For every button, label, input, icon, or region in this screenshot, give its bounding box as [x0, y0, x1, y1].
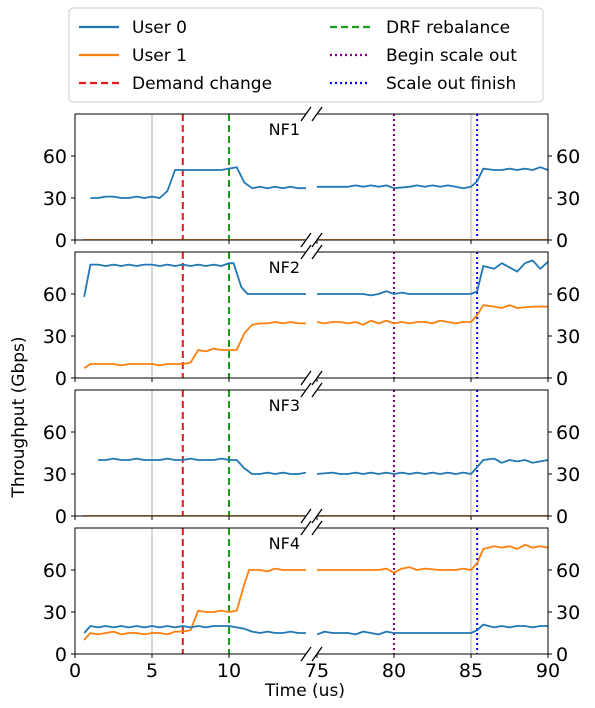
axis-break-mark	[300, 508, 312, 524]
series-user-1	[317, 304, 548, 326]
series-user-0	[83, 625, 306, 634]
axes-frame	[74, 113, 306, 241]
axis-break-mark	[311, 382, 323, 398]
x-axis-label: Time (us)	[264, 681, 345, 701]
x-tick-label: 80	[382, 660, 406, 682]
y-tick-label: 0	[55, 368, 67, 390]
x-tick-label: 0	[69, 660, 81, 682]
y-tick-label: 30	[43, 602, 67, 624]
legend-label: Scale out finish	[386, 74, 516, 94]
series-user-0	[90, 166, 306, 199]
axis-break-mark	[300, 520, 312, 536]
axes-frame	[317, 389, 549, 517]
axis-break-mark	[300, 646, 312, 662]
x-tick-label: 5	[146, 660, 158, 682]
y-tick-label: 60	[43, 284, 67, 306]
y-tick-label: 60	[556, 560, 580, 582]
y-tick-label: 0	[55, 230, 67, 252]
y-tick-label: 0	[556, 230, 568, 252]
y-tick-label: 60	[556, 146, 580, 168]
series-user-1	[83, 567, 306, 641]
axes-frame	[317, 527, 549, 655]
series-user-1	[83, 321, 306, 369]
y-tick-label: 0	[556, 644, 568, 666]
y-tick-label: 30	[556, 602, 580, 624]
y-tick-label: 60	[43, 560, 67, 582]
series-user-0	[83, 262, 306, 297]
y-tick-label: 0	[556, 368, 568, 390]
panel-label: NF4	[269, 534, 300, 553]
axis-break-mark	[311, 520, 323, 536]
panel-nf3: 0 30 60 0 30 60 NF3	[43, 382, 580, 528]
axis-break-mark	[311, 508, 323, 524]
axis-break-mark	[300, 106, 312, 122]
axis-break-mark	[311, 370, 323, 386]
y-tick-label: 0	[55, 644, 67, 666]
legend-label: User 1	[132, 46, 187, 66]
series-user-0	[317, 259, 548, 297]
y-tick-label: 30	[43, 326, 67, 348]
legend-label: DRF rebalance	[386, 18, 510, 38]
x-tick-label: 90	[536, 660, 560, 682]
legend-label: Begin scale out	[386, 46, 517, 66]
y-tick-label: 60	[556, 422, 580, 444]
axis-break-mark	[300, 382, 312, 398]
axis-break-mark	[300, 370, 312, 386]
panels: 0306003060NF10306003060NF20306003060NF30…	[43, 106, 580, 682]
y-tick-label: 0	[556, 506, 568, 528]
panel-nf2: 0 30 60 0 30 60 NF2	[43, 244, 580, 390]
panel-label: NF1	[269, 120, 300, 139]
legend-label: User 0	[132, 18, 187, 38]
y-tick-label: 30	[556, 188, 580, 210]
y-tick-label: 0	[55, 506, 67, 528]
x-tick-label: 85	[459, 660, 483, 682]
series-user-1	[317, 543, 548, 574]
y-tick-label: 30	[43, 464, 67, 486]
legend-frame	[68, 7, 544, 103]
series-user-0	[317, 166, 548, 190]
axis-break-mark	[311, 646, 323, 662]
panel-label: NF3	[269, 396, 300, 415]
x-tick-label: 75	[305, 660, 329, 682]
panel-label: NF2	[269, 258, 300, 277]
y-tick-label: 60	[556, 284, 580, 306]
x-tick-label: 10	[217, 660, 241, 682]
y-tick-label: 60	[43, 146, 67, 168]
axis-break-mark	[300, 232, 312, 248]
axes-frame	[74, 389, 306, 517]
y-tick-label: 30	[556, 464, 580, 486]
legend-label: Demand change	[132, 74, 272, 94]
axis-break-mark	[311, 232, 323, 248]
y-tick-label: 30	[43, 188, 67, 210]
axis-break-mark	[311, 106, 323, 122]
series-user-0	[98, 457, 306, 475]
series-user-0	[317, 457, 548, 475]
axes-frame	[317, 251, 549, 379]
series-user-0	[317, 623, 548, 636]
axes-frame	[74, 251, 306, 379]
axes-frame	[317, 113, 549, 241]
axis-break-mark	[311, 244, 323, 260]
panel-nf1: 0 30 60 0 30 60 NF1	[43, 106, 580, 252]
y-tick-label: 60	[43, 422, 67, 444]
axis-break-mark	[300, 244, 312, 260]
axes-frame	[74, 527, 306, 655]
y-tick-label: 30	[556, 326, 580, 348]
legend: User 0 DRF rebalance User 1 Begin scale out…	[68, 7, 544, 103]
y-axis-label: Throughput (Gbps)	[9, 336, 29, 498]
